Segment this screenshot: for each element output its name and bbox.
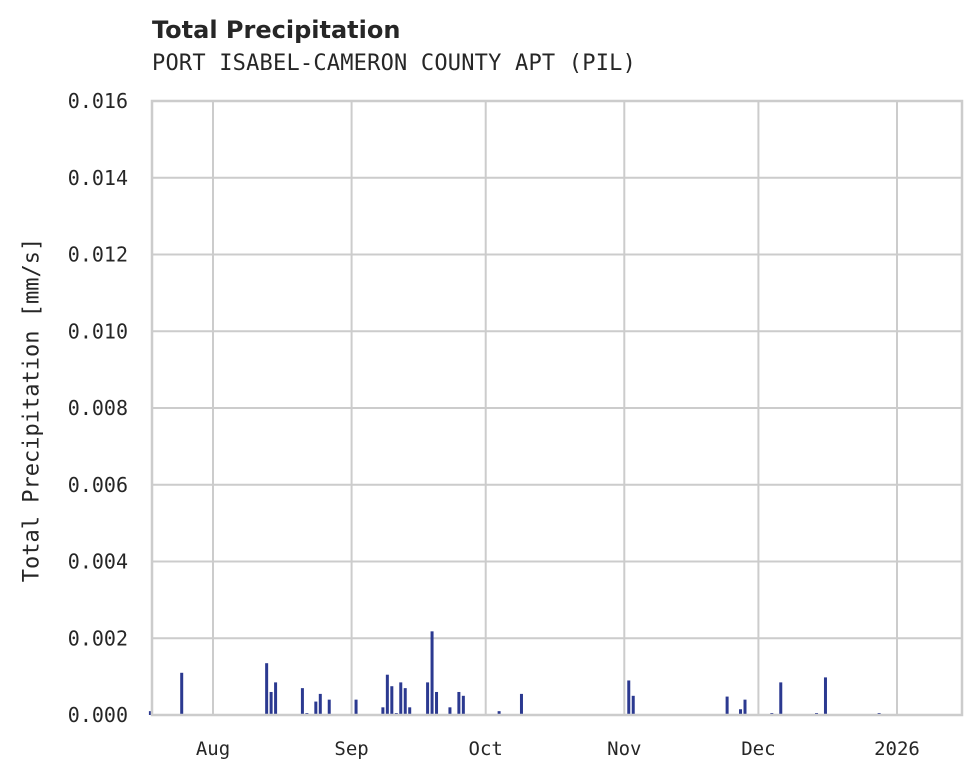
x-tick-label: Dec — [741, 738, 775, 760]
precipitation-bar — [631, 695, 635, 715]
grid-lines — [152, 100, 962, 716]
precipitation-bar — [739, 709, 743, 715]
y-tick-label: 0.008 — [68, 396, 128, 420]
x-tick-label: 2026 — [874, 738, 920, 760]
precipitation-bar — [269, 691, 273, 715]
x-tick-label: Sep — [334, 738, 368, 760]
x-tick-label: Nov — [607, 738, 641, 760]
precipitation-bar — [497, 711, 501, 715]
precipitation-bar — [461, 695, 465, 715]
precipitation-bar — [314, 701, 318, 715]
precipitation-bars — [148, 631, 881, 715]
precipitation-bar — [300, 688, 304, 715]
precipitation-bar — [823, 677, 827, 715]
precipitation-bar — [390, 686, 394, 715]
precipitation-bar — [457, 691, 461, 715]
y-tick-label: 0.000 — [68, 703, 128, 727]
y-tick-label: 0.004 — [68, 550, 128, 574]
precipitation-bar — [725, 696, 729, 715]
precipitation-bar — [318, 693, 322, 715]
y-tick-label: 0.016 — [68, 89, 128, 113]
y-tick-label: 0.014 — [68, 166, 128, 190]
precipitation-bar — [435, 691, 439, 715]
chart-subtitle: PORT ISABEL-CAMERON COUNTY APT (PIL) — [152, 51, 637, 76]
precipitation-bar — [403, 688, 407, 715]
precipitation-bar — [408, 707, 412, 715]
precipitation-bar — [426, 682, 430, 715]
precipitation-bar — [274, 682, 278, 715]
precipitation-bar — [148, 711, 152, 715]
x-tick-label: Oct — [469, 738, 503, 760]
precipitation-bar — [627, 680, 631, 715]
precipitation-bar — [381, 707, 385, 715]
y-tick-labels: 0.000 0.002 0.004 0.006 0.008 0.010 0.012 0.014… — [68, 89, 128, 727]
y-tick-label: 0.012 — [68, 243, 128, 267]
precipitation-bar — [327, 699, 331, 715]
plot-frame — [150, 99, 964, 717]
y-tick-label: 0.002 — [68, 626, 128, 650]
precipitation-bar — [519, 693, 523, 715]
precipitation-bar — [779, 682, 783, 715]
precipitation-bar — [385, 674, 389, 715]
precipitation-bar — [743, 699, 747, 715]
x-tick-labels: Aug Sep Oct Nov Dec 2026 — [196, 738, 920, 760]
y-tick-label: 0.010 — [68, 319, 128, 343]
y-tick-label: 0.006 — [68, 473, 128, 497]
precipitation-bar — [265, 663, 269, 715]
chart-title: Total Precipitation — [152, 16, 401, 44]
precipitation-bar — [430, 631, 434, 715]
precipitation-bar — [448, 707, 452, 715]
precipitation-bar — [354, 699, 358, 715]
precipitation-bar — [180, 672, 184, 715]
precipitation-bar — [399, 682, 403, 715]
x-tick-label: Aug — [196, 738, 230, 760]
